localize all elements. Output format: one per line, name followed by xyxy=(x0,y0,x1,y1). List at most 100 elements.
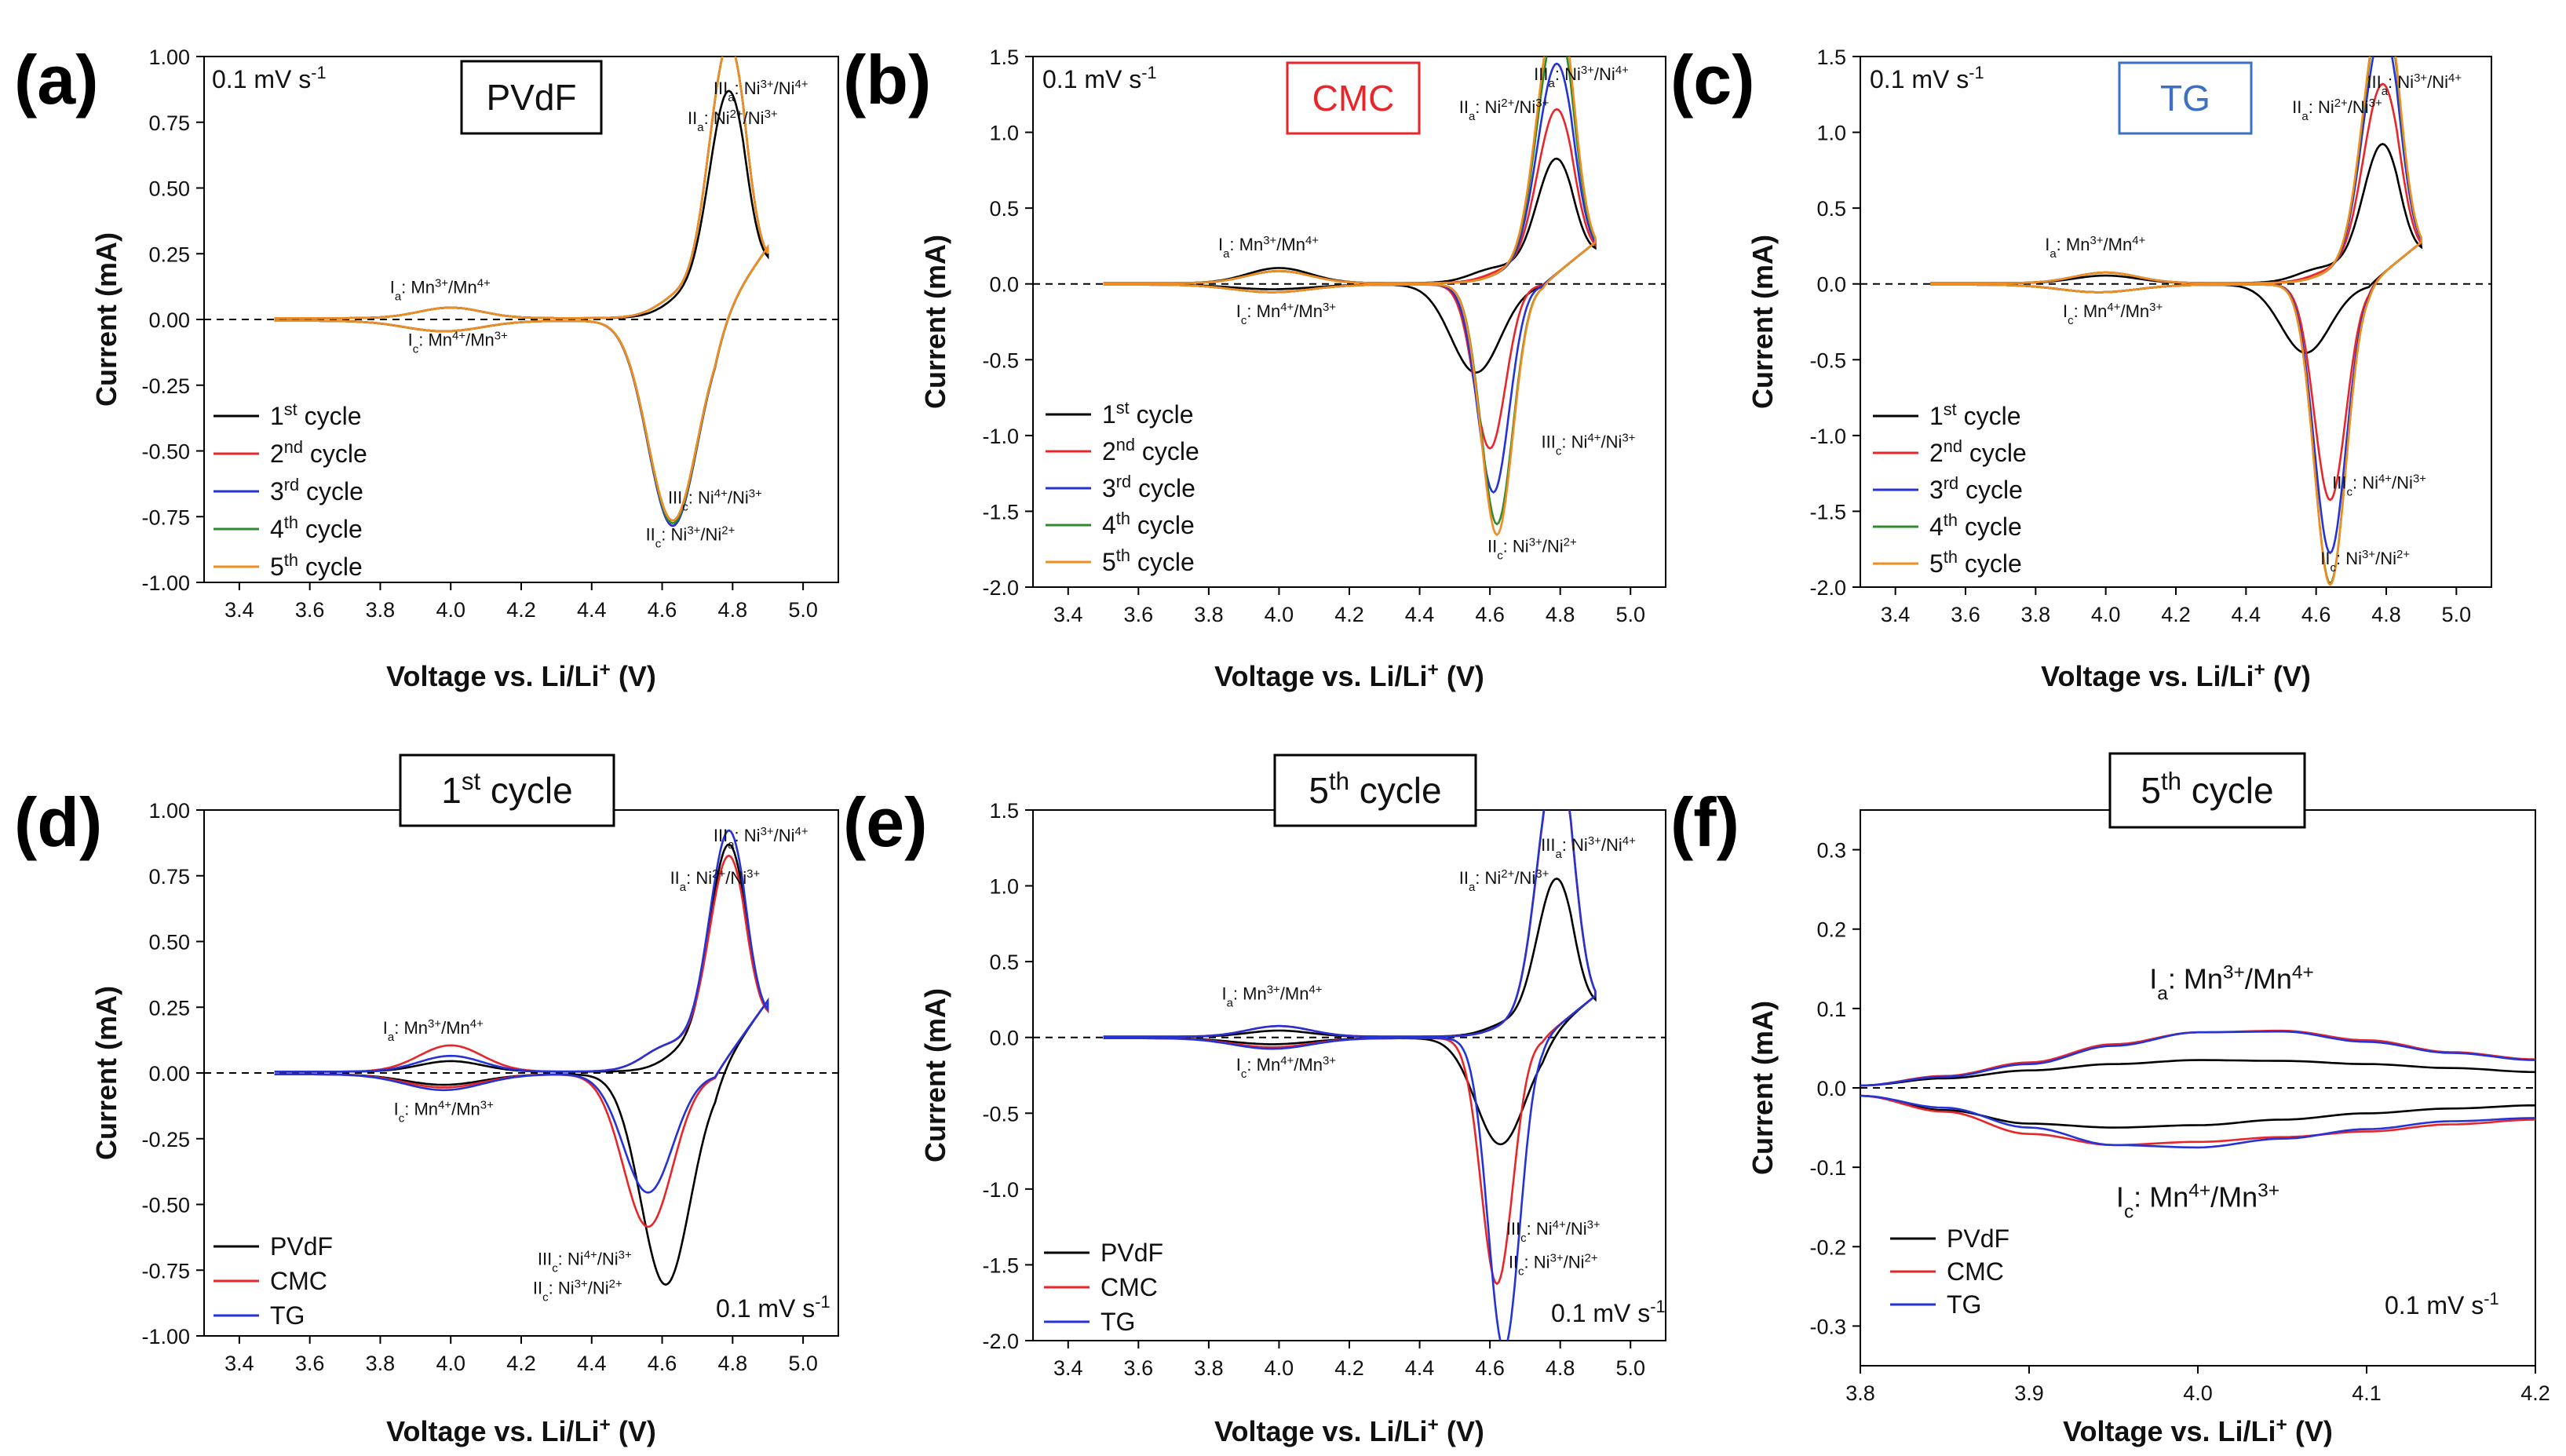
peak-annotation: IIc: Ni3+/Ni2+ xyxy=(533,1277,622,1304)
series-line-1st-cycle xyxy=(1930,143,2422,354)
legend-label: TG xyxy=(270,1301,305,1330)
peak-annotation: Ic: Mn4+/Mn3+ xyxy=(2063,301,2163,327)
y-tick-label: -0.5 xyxy=(982,348,1019,372)
x-tick-label: 4.0 xyxy=(2091,603,2121,626)
legend-label: 5th cycle xyxy=(1102,546,1195,577)
x-tick-label: 4.6 xyxy=(648,1352,677,1375)
title-box xyxy=(1286,61,1421,135)
series-line-PVdF-anodic xyxy=(1860,1059,2535,1087)
panel-title: PVdF xyxy=(486,77,576,118)
x-tick-label: 4.4 xyxy=(577,1352,607,1375)
chart-panel-f: 3.8 3.9 4.0 4.1 4.2 -0.3 -0.2 -0.1 0.0 0.1 0.2 0.3 V… xyxy=(1670,752,2550,1448)
y-tick-label: 0.2 xyxy=(1816,918,1846,942)
x-axis-label: Voltage vs. Li/Li+ (V) xyxy=(2063,1414,2333,1448)
legend-label: PVdF xyxy=(270,1232,333,1261)
x-tick-label: 4.8 xyxy=(718,598,748,622)
x-tick-label: 4.2 xyxy=(506,598,536,622)
x-tick-label: 5.0 xyxy=(788,598,818,622)
legend-label: TG xyxy=(1100,1308,1135,1336)
x-tick-label: 4.8 xyxy=(2371,603,2401,626)
panel-title: TG xyxy=(2160,78,2210,119)
peak-annotation: IIc: Ni3+/Ni2+ xyxy=(1487,535,1577,562)
series-group xyxy=(1103,810,1597,1341)
peak-annotation: Ia: Mn3+/Mn4+ xyxy=(1221,983,1322,1009)
x-axis-label: Voltage vs. Li/Li+ (V) xyxy=(386,1414,656,1448)
y-tick-label: 0.0 xyxy=(989,273,1019,297)
panel-label: (b) xyxy=(843,41,931,119)
legend-label: PVdF xyxy=(1947,1224,2009,1253)
legend-label: TG xyxy=(1947,1290,1981,1319)
y-tick-label: 0.5 xyxy=(989,951,1019,974)
x-tick-label: 4.0 xyxy=(436,598,465,622)
series-line-PVdF xyxy=(1103,878,1597,1146)
y-tick-label: -2.0 xyxy=(982,576,1019,600)
y-tick-label: 1.5 xyxy=(989,46,1019,69)
series-line-CMC-cathodic xyxy=(1860,1094,2535,1147)
y-tick-label: 0.5 xyxy=(1816,197,1846,221)
y-tick-label: 0.00 xyxy=(148,308,190,332)
y-tick-label: -0.50 xyxy=(141,1194,190,1217)
series-line-5th-cycle xyxy=(274,57,769,522)
peak-annotation: IIa: Ni2+/Ni3+ xyxy=(1459,97,1549,123)
y-axis-label: Current (mA) xyxy=(90,986,122,1160)
x-tick-label: 5.0 xyxy=(788,1352,818,1375)
y-tick-label: 0.0 xyxy=(989,1027,1019,1050)
x-tick-label: 3.8 xyxy=(1194,603,1224,626)
series-line-TG-anodic xyxy=(1860,1030,2535,1087)
y-axis-label: Current (mA) xyxy=(1747,1001,1779,1175)
peak-annotation: Ia: Mn3+/Mn4+ xyxy=(1218,234,1319,261)
title-box xyxy=(2108,752,2306,829)
panel-label: (d) xyxy=(14,783,102,861)
y-tick-label: 1.0 xyxy=(1816,122,1846,145)
x-tick-label: 4.6 xyxy=(1475,1356,1505,1380)
x-tick-label: 4.2 xyxy=(2520,1381,2550,1405)
x-tick-label: 4.1 xyxy=(2352,1381,2382,1405)
y-tick-label: -1.5 xyxy=(982,1253,1019,1277)
chart-panel-e: 3.4 3.6 3.8 4.0 4.2 4.4 4.6 4.8 5.0 -2.0 -1.5 -1.0 -… xyxy=(843,754,1666,1447)
y-tick-label: 0.75 xyxy=(148,865,190,889)
y-tick-label: -1.5 xyxy=(982,500,1019,524)
peak-annotation: Ia: Mn3+/Mn4+ xyxy=(390,276,491,303)
legend-label: 4th cycle xyxy=(270,513,363,544)
y-tick-label: 0.5 xyxy=(989,197,1019,221)
panel-title: 5th cycle xyxy=(2141,768,2273,812)
y-tick-label: -0.25 xyxy=(141,1128,190,1151)
legend-label: 4th cycle xyxy=(1929,510,2022,542)
x-tick-label: 3.8 xyxy=(1845,1381,1875,1405)
peak-annotation: IIIa: Ni3+/Ni4+ xyxy=(714,78,808,104)
x-tick-label: 4.2 xyxy=(1334,603,1364,626)
x-axis-label: Voltage vs. Li/Li+ (V) xyxy=(2041,659,2311,693)
peak-annotation: Ic: Mn4+/Mn3+ xyxy=(1236,1054,1336,1081)
y-tick-label: -1.0 xyxy=(982,425,1019,448)
x-tick-label: 4.4 xyxy=(1405,1356,1435,1380)
y-axis-label: Current (mA) xyxy=(90,232,122,407)
legend-label: CMC xyxy=(1947,1257,2004,1286)
scan-rate-label: 0.1 mV s-1 xyxy=(716,1292,830,1323)
y-tick-label: -0.2 xyxy=(1809,1235,1846,1259)
y-tick-label: -1.00 xyxy=(141,571,190,595)
peak-annotation: IIIc: Ni4+/Ni3+ xyxy=(1542,431,1636,458)
peak-annotation: Ia: Mn3+/Mn4+ xyxy=(2149,962,2314,1004)
legend-label: CMC xyxy=(270,1267,327,1295)
y-axis-label: Current (mA) xyxy=(919,988,951,1162)
x-tick-label: 4.0 xyxy=(436,1352,465,1375)
x-tick-label: 4.8 xyxy=(1546,603,1575,626)
y-tick-label: 1.0 xyxy=(989,875,1019,899)
x-tick-label: 3.4 xyxy=(1053,1356,1083,1380)
title-box xyxy=(460,60,603,135)
legend-label: 4th cycle xyxy=(1102,509,1195,540)
y-tick-label: 0.0 xyxy=(1816,1077,1846,1100)
legend-label: 2nd cycle xyxy=(1929,436,2027,468)
x-tick-label: 3.6 xyxy=(295,598,325,622)
y-tick-label: -0.3 xyxy=(1809,1315,1846,1338)
peak-annotation: IIa: Ni2+/Ni3+ xyxy=(2292,97,2382,123)
x-tick-label: 5.0 xyxy=(1615,1356,1645,1380)
y-tick-label: -2.0 xyxy=(982,1330,1019,1353)
title-box xyxy=(1273,754,1477,827)
y-tick-label: -0.5 xyxy=(982,1102,1019,1126)
x-tick-label: 3.8 xyxy=(366,1352,396,1375)
chart-panel-b: 3.4 3.6 3.8 4.0 4.2 4.4 4.6 4.8 5.0 -2.0 -1.5 -1.0 -… xyxy=(843,41,1666,692)
x-tick-label: 4.2 xyxy=(2161,603,2191,626)
peak-annotation: IIc: Ni3+/Ni2+ xyxy=(1509,1251,1598,1278)
y-tick-label: 0.25 xyxy=(148,996,190,1020)
